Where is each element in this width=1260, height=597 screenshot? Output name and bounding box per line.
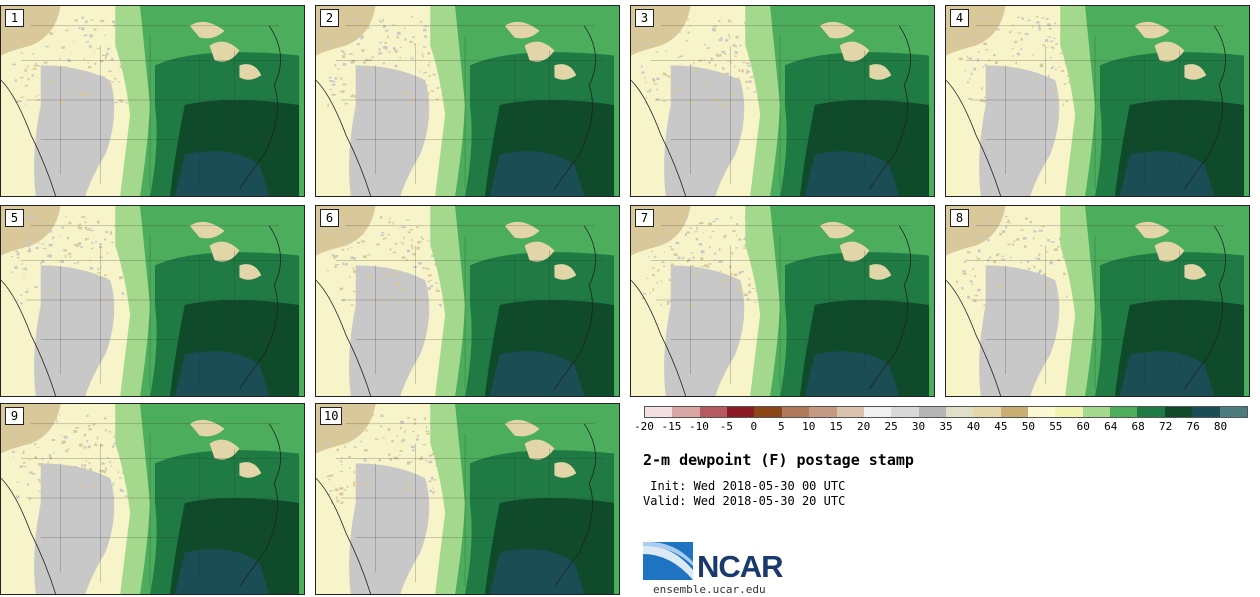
colorbar-swatch bbox=[1192, 407, 1220, 417]
dewpoint-map bbox=[1, 6, 304, 196]
colorbar-swatch bbox=[1028, 407, 1056, 417]
colorbar-tick-label: 55 bbox=[1049, 420, 1063, 433]
colorbar-swatch bbox=[1055, 407, 1083, 417]
colorbar-swatch bbox=[891, 407, 919, 417]
dewpoint-map bbox=[316, 206, 619, 396]
dewpoint-map bbox=[946, 206, 1249, 396]
ensemble-member-panel[interactable]: 8 bbox=[945, 205, 1250, 397]
colorbar-tick-label: 50 bbox=[1021, 420, 1035, 433]
member-number: 1 bbox=[5, 9, 24, 27]
colorbar-swatch bbox=[1164, 407, 1193, 417]
member-number: 8 bbox=[950, 209, 969, 227]
member-number: 9 bbox=[5, 407, 24, 425]
site-url: ensemble.ucar.edu bbox=[653, 583, 766, 596]
colorbar-tick-label: 72 bbox=[1159, 420, 1173, 433]
colorbar-swatch bbox=[809, 407, 837, 417]
colorbar-swatch bbox=[754, 407, 782, 417]
colorbar-swatch bbox=[1137, 407, 1165, 417]
member-number: 6 bbox=[320, 209, 339, 227]
ensemble-member-panel[interactable]: 6 bbox=[315, 205, 620, 397]
ensemble-member-panel[interactable]: 1 bbox=[0, 5, 305, 197]
colorbar-tick-label: 40 bbox=[966, 420, 981, 433]
colorbar-tick-label: 80 bbox=[1213, 420, 1228, 433]
ensemble-member-panel[interactable]: 10 bbox=[315, 403, 620, 595]
member-number: 3 bbox=[635, 9, 654, 27]
colorbar-swatch bbox=[918, 407, 946, 417]
member-number: 10 bbox=[320, 407, 343, 425]
colorbar-swatch bbox=[836, 407, 864, 417]
colorbar-tick-label: 35 bbox=[939, 420, 953, 433]
colorbar-tick-label: 10 bbox=[802, 420, 816, 433]
colorbar-tick-label: 64 bbox=[1104, 420, 1118, 433]
colorbar-swatch bbox=[1000, 407, 1029, 417]
colorbar-tick-label: 25 bbox=[884, 420, 898, 433]
colorbar-swatch bbox=[781, 407, 810, 417]
colorbar-swatch bbox=[945, 407, 974, 417]
colorbar-swatch bbox=[699, 407, 728, 417]
colorbar-swatch bbox=[863, 407, 892, 417]
ensemble-member-panel[interactable]: 3 bbox=[630, 5, 935, 197]
colorbar-tick-label: 30 bbox=[911, 420, 926, 433]
colorbar-tick-label: 20 bbox=[857, 420, 871, 433]
colorbar-tick-label: 45 bbox=[994, 420, 1008, 433]
colorbar-tick-label: -15 bbox=[661, 420, 682, 433]
colorbar-tick-label: -5 bbox=[719, 420, 733, 433]
colorbar-tick-label: 0 bbox=[750, 420, 758, 433]
ensemble-member-panel[interactable]: 5 bbox=[0, 205, 305, 397]
chart-title: 2-m dewpoint (F) postage stamp bbox=[643, 451, 914, 469]
dewpoint-map bbox=[631, 206, 934, 396]
dewpoint-map bbox=[316, 6, 619, 196]
init-time: Init: Wed 2018-05-30 00 UTC bbox=[643, 479, 846, 493]
dewpoint-map bbox=[1, 404, 304, 594]
colorbar-ticks: -20 -15 -10 -5 0 5 10 15 20 25 30 35 40 45 50 55 60 64 68 7… bbox=[634, 420, 1248, 440]
valid-time: Valid: Wed 2018-05-30 20 UTC bbox=[643, 494, 846, 508]
colorbar-swatch bbox=[645, 407, 673, 417]
member-number: 7 bbox=[635, 209, 654, 227]
colorbar-swatch bbox=[672, 407, 700, 417]
member-number: 4 bbox=[950, 9, 969, 27]
colorbar-tick-label: -10 bbox=[688, 420, 709, 433]
ensemble-member-panel[interactable]: 9 bbox=[0, 403, 305, 595]
colorbar-swatch bbox=[727, 407, 755, 417]
ensemble-member-panel[interactable]: 2 bbox=[315, 5, 620, 197]
dewpoint-map bbox=[316, 404, 619, 594]
colorbar-tick-label: 15 bbox=[829, 420, 843, 433]
colorbar-swatch bbox=[973, 407, 1001, 417]
colorbar-tick-label: 60 bbox=[1076, 420, 1090, 433]
member-number: 5 bbox=[5, 209, 24, 227]
dewpoint-map bbox=[631, 6, 934, 196]
dewpoint-map bbox=[1, 206, 304, 396]
ensemble-member-panel[interactable]: 4 bbox=[945, 5, 1250, 197]
ensemble-member-panel[interactable]: 7 bbox=[630, 205, 935, 397]
colorbar bbox=[644, 406, 1248, 418]
member-number: 2 bbox=[320, 9, 339, 27]
colorbar-tick-label: -20 bbox=[634, 420, 654, 433]
dewpoint-map bbox=[946, 6, 1249, 196]
colorbar-swatch bbox=[1219, 407, 1247, 417]
colorbar-tick-label: 76 bbox=[1186, 420, 1200, 433]
colorbar-swatch bbox=[1110, 407, 1138, 417]
colorbar-tick-label: 5 bbox=[777, 420, 785, 433]
ncar-logo bbox=[643, 541, 693, 580]
colorbar-tick-label: 68 bbox=[1131, 420, 1145, 433]
colorbar-swatch bbox=[1082, 407, 1111, 417]
ncar-wordmark: NCAR bbox=[697, 549, 784, 584]
